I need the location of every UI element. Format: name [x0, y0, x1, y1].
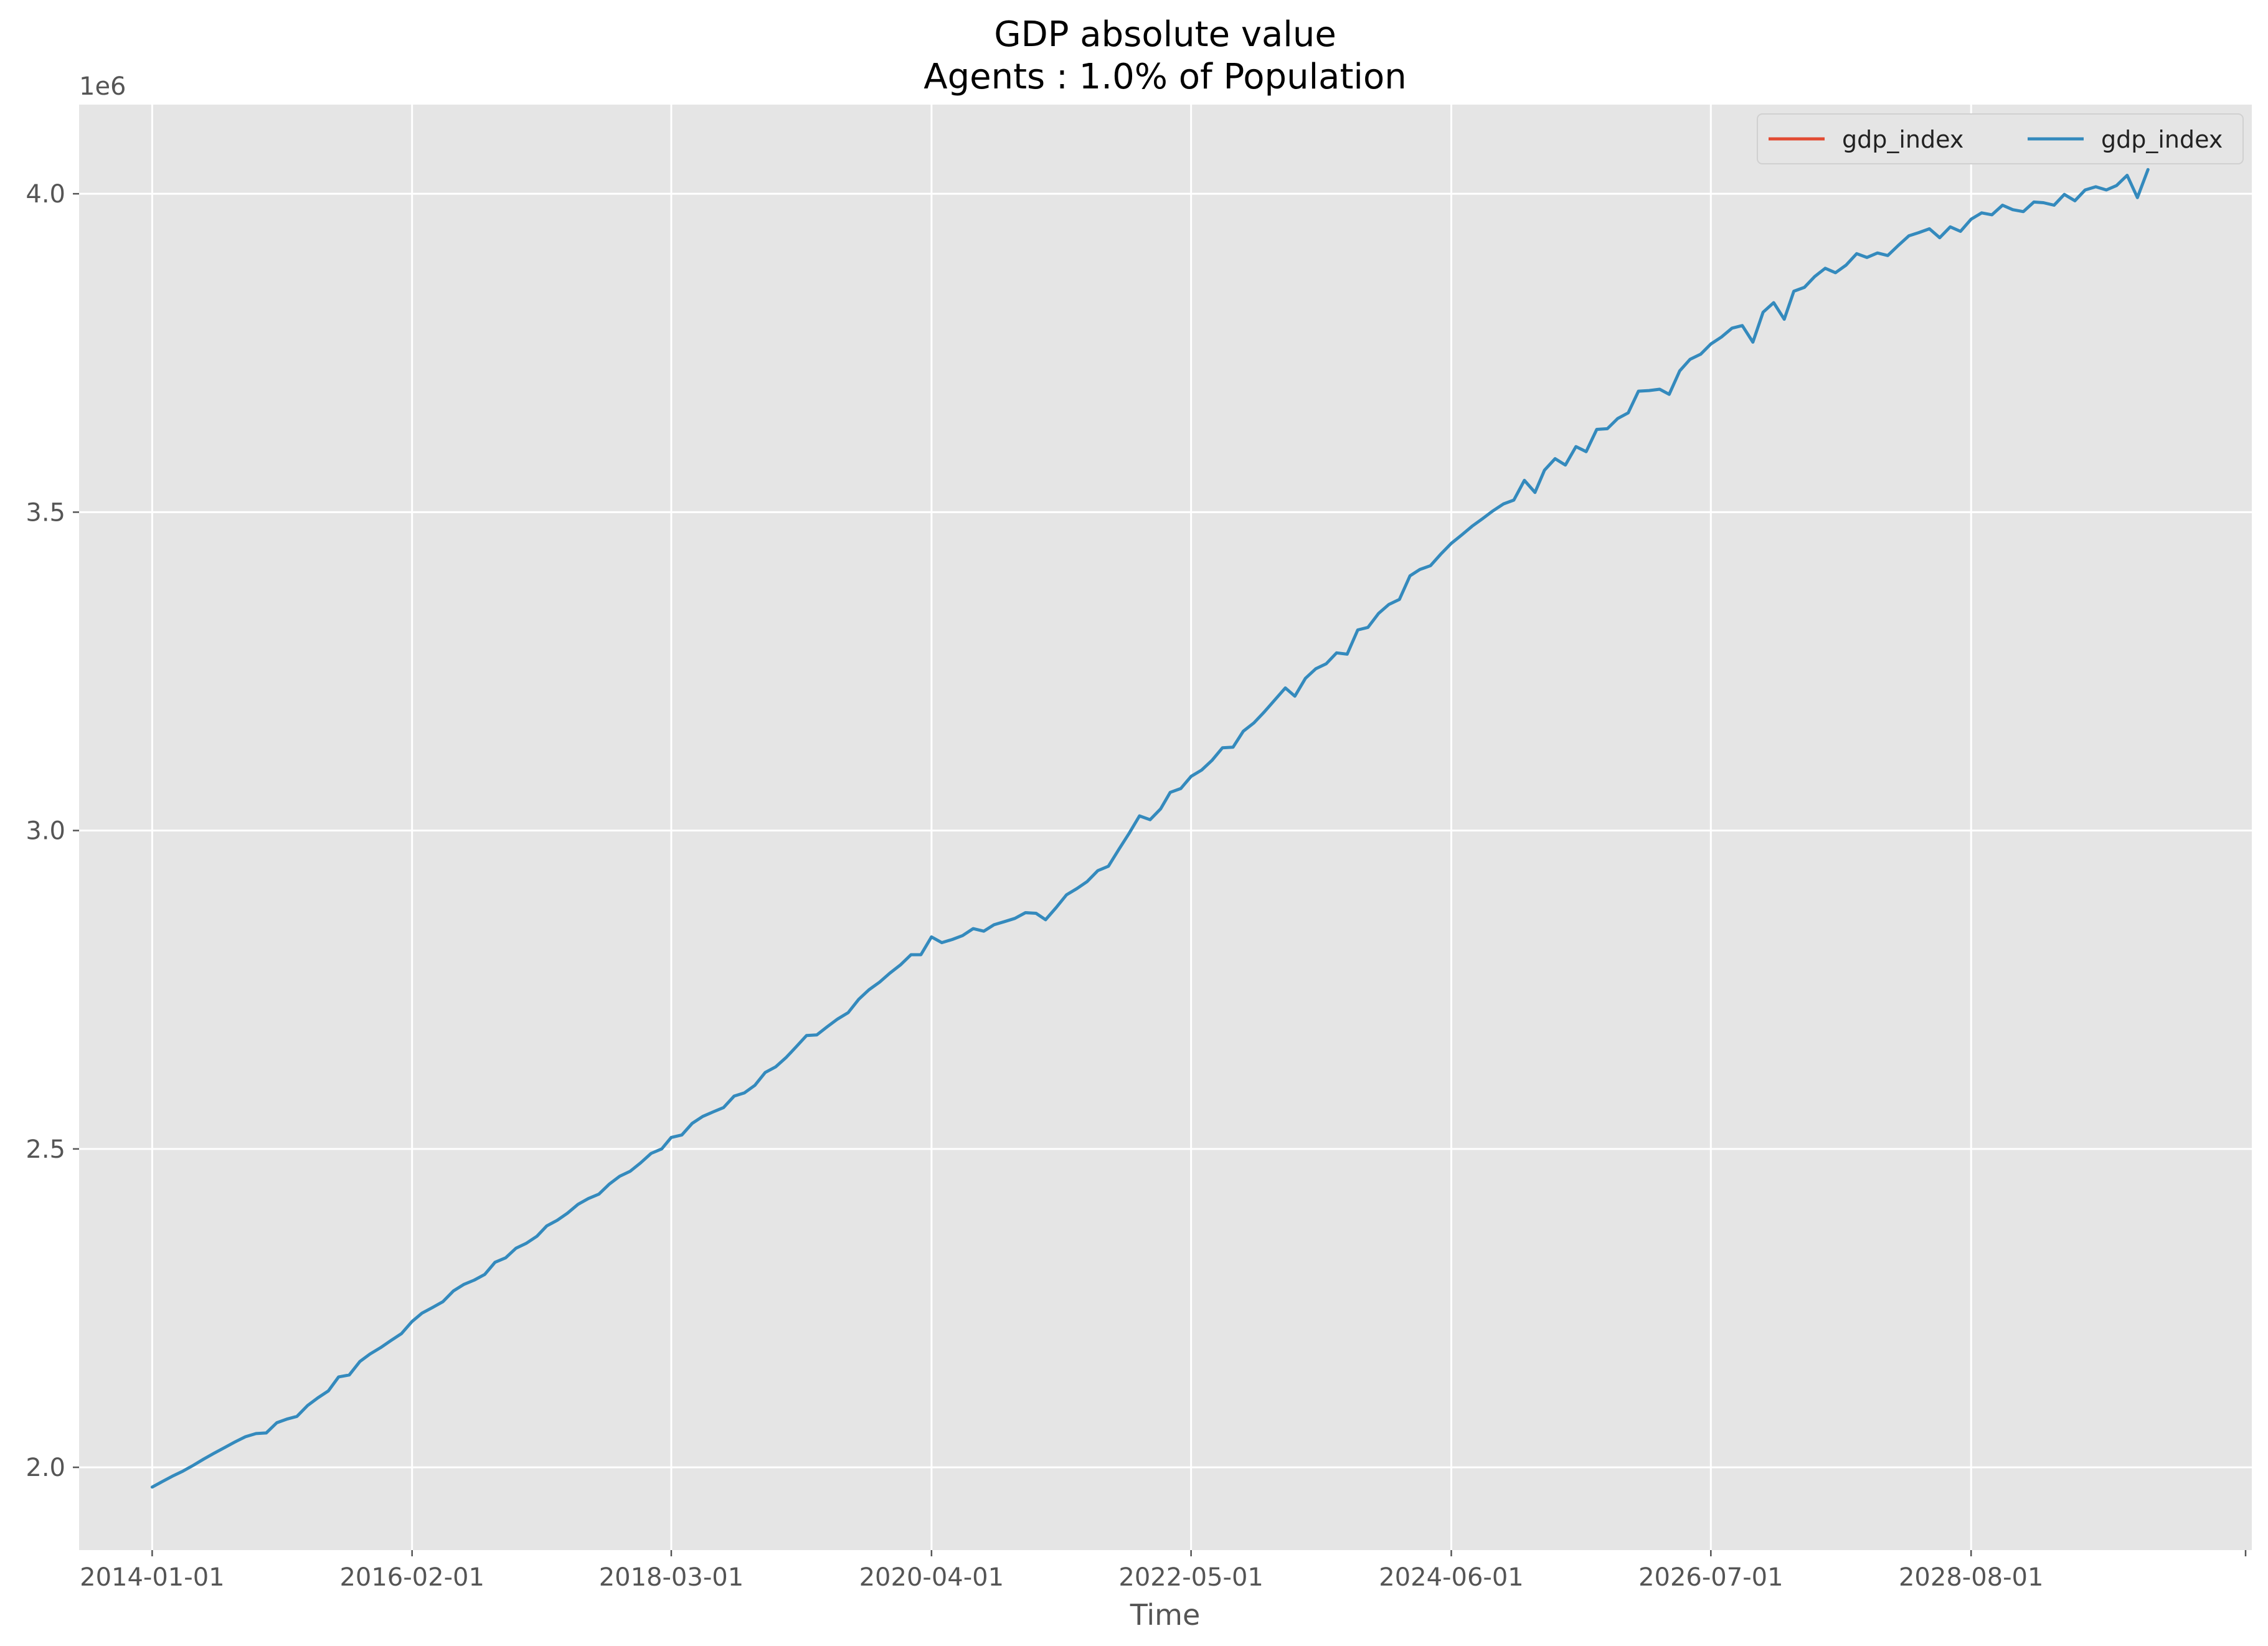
y-tick-label: 3.0 [26, 817, 65, 846]
legend-label-red: gdp_index [1842, 126, 1963, 153]
x-tick-label: 2028-08-01 [1899, 1563, 2043, 1592]
legend: gdp_index gdp_index [1757, 113, 2244, 164]
y-tick-labels: 2.0 2.5 3.0 3.5 4.0 [26, 180, 65, 1482]
series-line-1 [150, 168, 2150, 1489]
axis-ticks [73, 192, 2247, 1556]
x-tick-label: 2014-01-01 [80, 1563, 224, 1592]
legend-label-blue: gdp_index [2101, 126, 2223, 153]
x-axis-label: Time [1130, 1598, 1201, 1632]
y-tick-label: 2.0 [26, 1454, 65, 1482]
x-tick-label: 2018-03-01 [599, 1563, 744, 1592]
y-axis-multiplier: 1e6 [79, 72, 126, 101]
x-tick-label: 2022-05-01 [1118, 1563, 1263, 1592]
legend-box [1757, 113, 2244, 164]
y-tick-label: 3.5 [26, 498, 65, 527]
x-tick-labels: 2014-01-01 2016-02-01 2018-03-01 2020-04-01… [80, 1563, 2043, 1592]
y-tick-label: 4.0 [26, 180, 65, 209]
chart-title: GDP absolute value [994, 14, 1336, 55]
x-tick-label: 2020-04-01 [859, 1563, 1004, 1592]
y-tick-label: 2.5 [26, 1135, 65, 1164]
x-tick-label: 2024-06-01 [1379, 1563, 1523, 1592]
plot-area [79, 105, 2252, 1550]
x-tick-label: 2026-07-01 [1638, 1563, 1783, 1592]
chart-subtitle: Agents : 1.0% of Population [924, 57, 1406, 97]
grid-lines [79, 105, 2252, 1550]
series-layer [150, 168, 2150, 1489]
x-tick-label: 2016-02-01 [339, 1563, 484, 1592]
